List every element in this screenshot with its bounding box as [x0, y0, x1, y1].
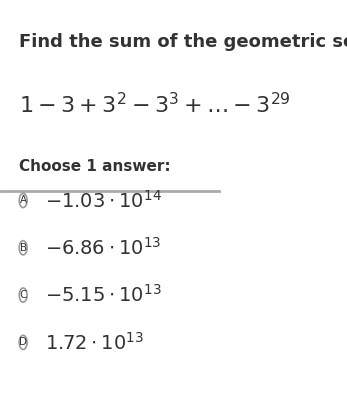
Text: C: C: [19, 290, 27, 300]
Text: $1.72 \cdot 10^{13}$: $1.72 \cdot 10^{13}$: [45, 331, 144, 353]
Text: D: D: [19, 337, 27, 347]
Text: $1 - 3 + 3^2 - 3^3 + \ldots - 3^{29}$: $1 - 3 + 3^2 - 3^3 + \ldots - 3^{29}$: [19, 92, 290, 117]
Text: A: A: [19, 195, 27, 206]
Text: B: B: [19, 243, 27, 253]
Text: $-1.03 \cdot 10^{14}$: $-1.03 \cdot 10^{14}$: [45, 189, 162, 212]
Text: Choose 1 answer:: Choose 1 answer:: [19, 159, 170, 174]
Text: Find the sum of the geometric series: Find the sum of the geometric series: [19, 33, 347, 51]
Text: $-6.86 \cdot 10^{13}$: $-6.86 \cdot 10^{13}$: [45, 237, 161, 259]
Text: $-5.15 \cdot 10^{13}$: $-5.15 \cdot 10^{13}$: [45, 284, 162, 306]
